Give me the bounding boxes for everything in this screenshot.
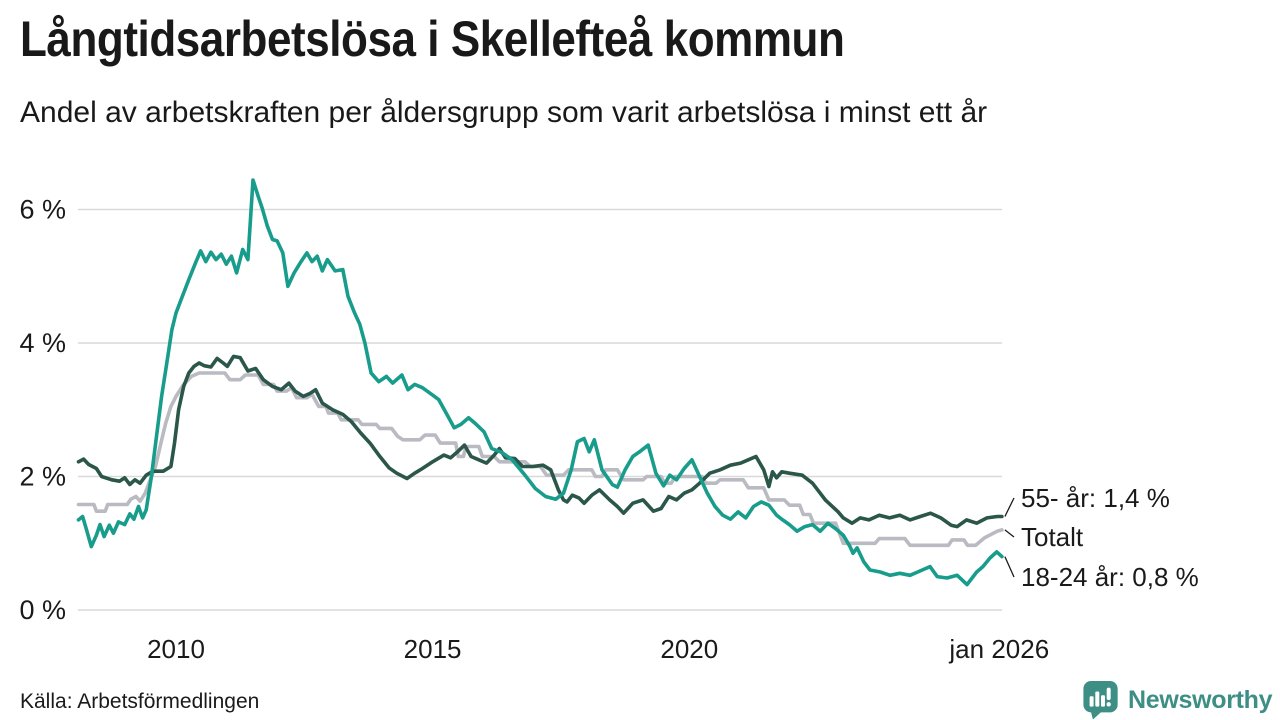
y-tick-label-6: 6 % [19, 195, 66, 225]
brand-lockup: Newsworthy [1082, 679, 1273, 720]
newsworthy-logo-icon [1083, 681, 1118, 720]
end-label-18-24-år: 18-24 år: 0,8 % [1021, 562, 1199, 592]
end-label-Totalt: Totalt [1021, 522, 1084, 552]
x-tick-label-2010: 2010 [147, 634, 205, 664]
logo-bar-3 [1101, 695, 1105, 707]
end-of-line-labels: 55- år: 1,4 % Totalt 18-24 år: 0,8 % [1004, 483, 1199, 592]
series-line-18-24-år [76, 178, 1004, 587]
logo-bar-1 [1089, 696, 1094, 707]
y-tick-label-0: 0 % [19, 595, 66, 625]
x-tick-label-2020: 2020 [660, 634, 718, 664]
logo-bar-2 [1095, 691, 1100, 707]
gridlines [78, 208, 1002, 611]
series-line-55--år [76, 354, 1004, 529]
y-tick-label-4: 4 % [19, 328, 66, 358]
end-label-55--år: 55- år: 1,4 % [1021, 483, 1170, 513]
axis-labels: 0 % 2 % 4 % 6 % 2010 2015 2020 jan 2026 [19, 195, 1049, 665]
brand-name: Newsworthy [1128, 685, 1273, 714]
x-tick-label-jan-2026: jan 2026 [948, 634, 1049, 664]
series-lines [76, 178, 1004, 587]
series-line-Totalt [76, 371, 1004, 548]
leader-line-55--år [1004, 497, 1015, 517]
source-note: Källa: Arbetsförmedlingen [20, 690, 260, 713]
leader-line-Totalt [1004, 529, 1015, 538]
x-tick-label-2015: 2015 [404, 634, 462, 664]
logo-exclamation-icon [1106, 687, 1111, 700]
page-title: Långtidsarbetslösa i Skellefteå kommun [20, 11, 845, 67]
page-subtitle: Andel av arbetskraften per åldersgrupp s… [20, 96, 988, 129]
leader-line-18-24-år [1004, 556, 1015, 578]
y-tick-label-2: 2 % [19, 462, 66, 492]
